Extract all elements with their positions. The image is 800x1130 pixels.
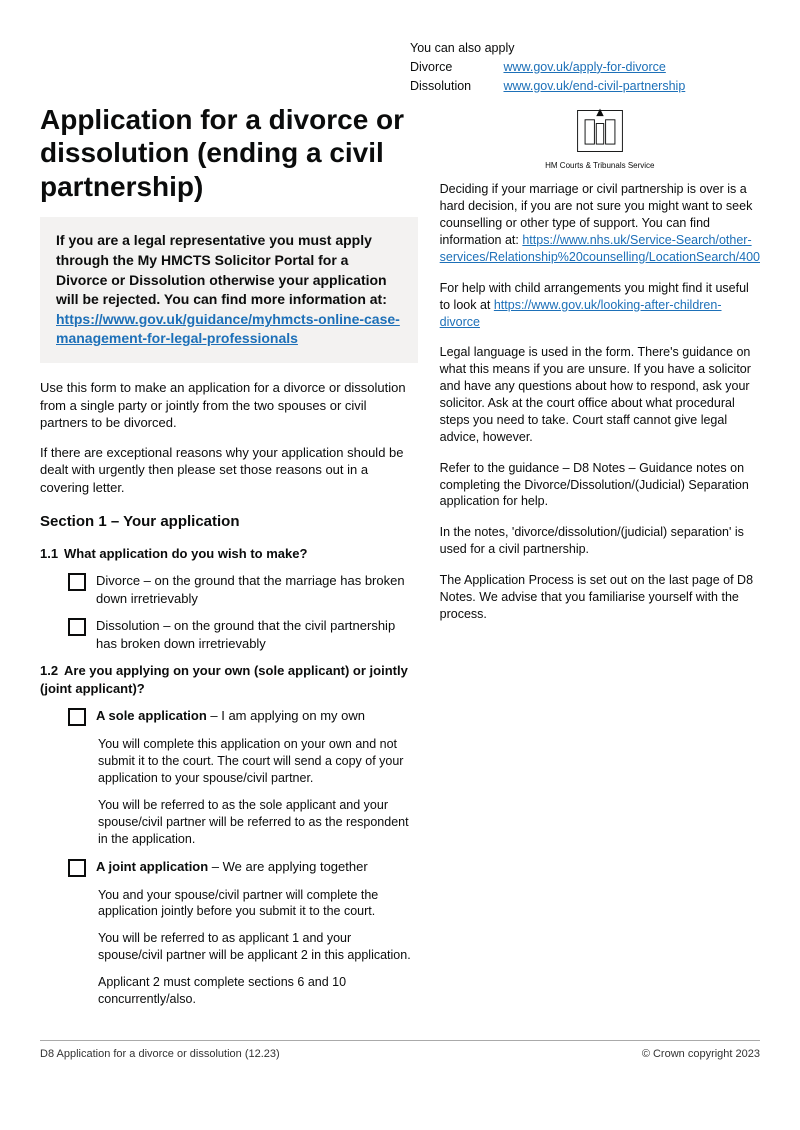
top-links-intro: You can also apply [410,40,760,57]
myhmcts-link[interactable]: https://www.gov.uk/guidance/myhmcts-onli… [56,311,400,347]
footer-form-id: D8 Application for a divorce or dissolut… [40,1047,280,1062]
page-title: Application for a divorce or dissolution… [40,103,418,204]
royal-crest-icon [572,103,628,159]
intro-para-1: Use this form to make an application for… [40,379,418,432]
intro-para-2: If there are exceptional reasons why you… [40,444,418,497]
top-link-label-0: Divorce [410,59,500,76]
label-sole: A sole application – I am applying on my… [96,707,418,725]
side-counselling: Deciding if your marriage or civil partn… [440,181,760,265]
checkbox-dissolution[interactable] [68,618,86,636]
checkbox-divorce[interactable] [68,573,86,591]
page-footer: D8 Application for a divorce or dissolut… [40,1040,760,1062]
footer-copyright: © Crown copyright 2023 [642,1047,760,1062]
question-1-1: 1.1What application do you wish to make? [40,545,418,563]
side-terminology: In the notes, 'divorce/dissolution/(judi… [440,524,760,558]
side-legal-language: Legal language is used in the form. Ther… [440,344,760,445]
top-link-label-1: Dissolution [410,78,500,95]
section-1-heading: Section 1 – Your application [40,512,418,532]
top-link-1[interactable]: www.gov.uk/end-civil-partnership [503,79,685,93]
sidebar: HM Courts & Tribunals Service Deciding i… [440,103,760,1018]
crest-label: HM Courts & Tribunals Service [440,161,760,172]
joint-desc-1: You and your spouse/civil partner will c… [98,887,418,921]
joint-desc-2: You will be referred to as applicant 1 a… [98,930,418,964]
question-1-2: 1.2Are you applying on your own (sole ap… [40,662,418,697]
top-link-0[interactable]: www.gov.uk/apply-for-divorce [503,60,665,74]
side-d8-notes: Refer to the guidance – D8 Notes – Guida… [440,460,760,511]
sole-desc-1: You will complete this application on yo… [98,736,418,787]
side-process: The Application Process is set out on th… [440,572,760,623]
sole-desc-2: You will be referred to as the sole appl… [98,797,418,848]
label-divorce: Divorce – on the ground that the marriag… [96,572,418,607]
label-dissolution: Dissolution – on the ground that the civ… [96,617,418,652]
legal-rep-notice: If you are a legal representative you mu… [40,217,418,363]
label-joint: A joint application – We are applying to… [96,858,418,876]
side-children: For help with child arrangements you mig… [440,280,760,331]
checkbox-joint[interactable] [68,859,86,877]
online-apply-links: You can also apply Divorce www.gov.uk/ap… [410,40,760,95]
checkbox-sole[interactable] [68,708,86,726]
joint-desc-3: Applicant 2 must complete sections 6 and… [98,974,418,1008]
